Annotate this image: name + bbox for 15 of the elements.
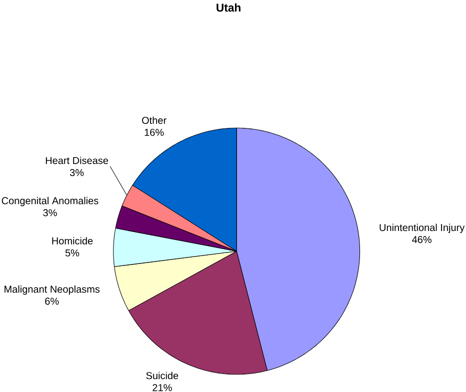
slice-label: Malignant Neoplasms	[4, 285, 100, 294]
data-label: 46%	[412, 236, 432, 243]
data-label: 3%	[70, 168, 84, 176]
slice-label: Unintentional Injury	[380, 224, 465, 233]
slice-label: Homicide	[52, 236, 93, 244]
slice-label: Suicide	[146, 372, 178, 379]
data-label: 16%	[144, 128, 164, 136]
slice-label: Other	[142, 116, 166, 124]
slice-label: Congenital Anomalies	[2, 196, 98, 206]
chart-title: Utah	[216, 3, 240, 12]
slice-label: Heart Disease	[46, 156, 108, 164]
data-label: 3%	[43, 208, 57, 216]
data-label: 21%	[152, 384, 172, 391]
data-label: 6%	[45, 297, 59, 305]
data-label: 5%	[65, 249, 80, 256]
